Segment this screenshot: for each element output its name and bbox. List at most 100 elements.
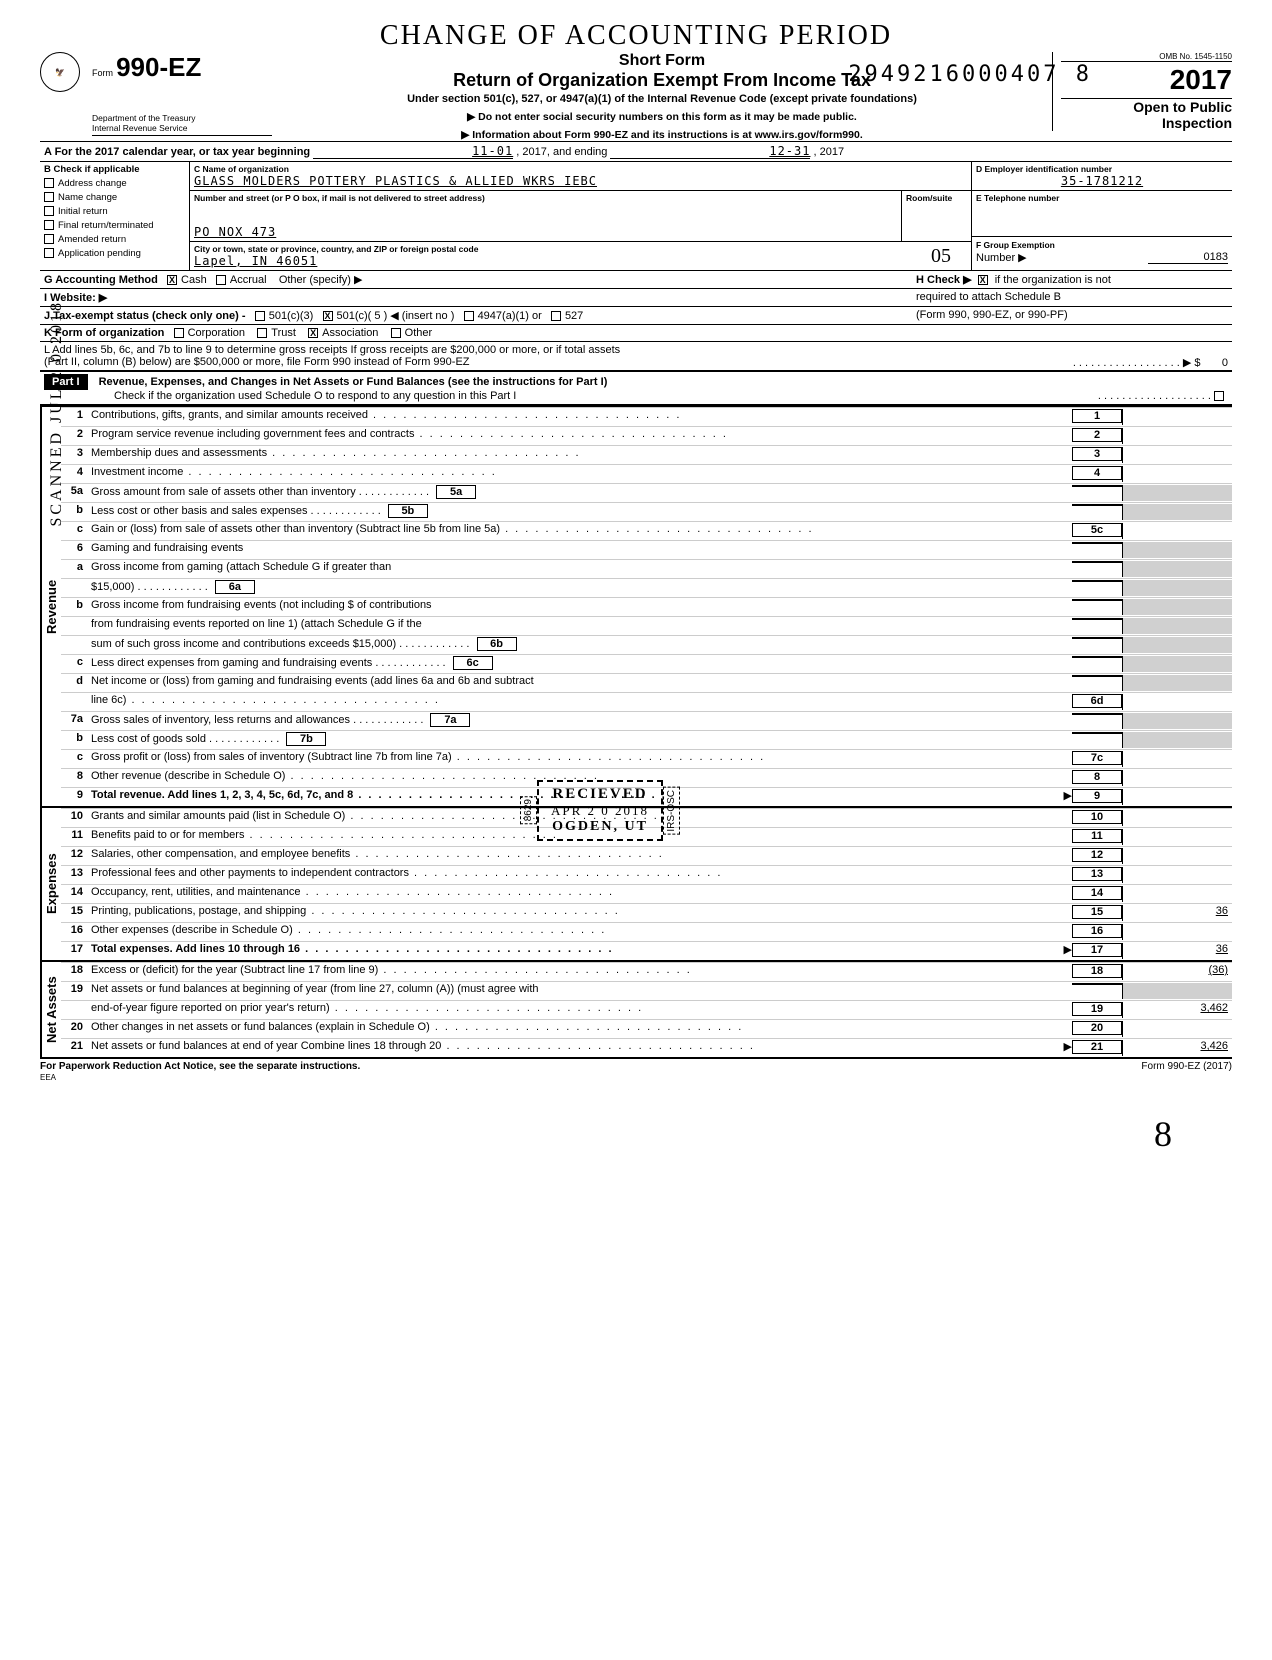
form-line: 17Total expenses. Add lines 10 through 1… (61, 941, 1232, 960)
line-box-number: 4 (1072, 466, 1122, 480)
line-amount (1122, 466, 1232, 482)
period-end: 12-31 (769, 144, 810, 158)
line-number: 12 (61, 848, 91, 860)
line-amount (1122, 713, 1232, 729)
form-line: bLess cost or other basis and sales expe… (61, 502, 1232, 521)
applicable-checkbox[interactable] (44, 206, 54, 216)
line-text: Gross income from gaming (attach Schedul… (91, 561, 1072, 573)
k-trust-checkbox[interactable] (257, 328, 267, 338)
j-label: J Tax-exempt status (check only one) - (44, 310, 246, 322)
line-number: 17 (61, 943, 91, 955)
form-line: 14Occupancy, rent, utilities, and mainte… (61, 884, 1232, 903)
mid-box: 7a (430, 713, 470, 727)
line-text: Gain or (loss) from sale of assets other… (91, 523, 1072, 535)
line-box-number: 10 (1072, 810, 1122, 824)
form-line: end-of-year figure reported on prior yea… (61, 1000, 1232, 1019)
line-amount (1122, 580, 1232, 596)
line-box-number: 17 (1072, 943, 1122, 957)
k-opt-1: Trust (271, 327, 296, 339)
form-line: bGross income from fundraising events (n… (61, 597, 1232, 616)
line-amount (1122, 637, 1232, 653)
h-check: H Check ▶ if the organization is not (912, 271, 1232, 288)
part1-check-o: Check if the organization used Schedule … (114, 390, 516, 402)
h-checkbox[interactable] (978, 275, 988, 285)
line-box-number: 20 (1072, 1021, 1122, 1035)
line-amount (1122, 983, 1232, 999)
arrow-icon: ▶ (1064, 1040, 1072, 1053)
line-amount (1122, 675, 1232, 691)
schedule-o-checkbox[interactable] (1214, 391, 1224, 401)
applicable-checkbox[interactable] (44, 248, 54, 258)
city: Lapel, IN 46051 (194, 254, 967, 268)
line-amount (1122, 848, 1232, 864)
k-opt-2: Association (322, 327, 378, 339)
cash-checkbox[interactable] (167, 275, 177, 285)
j-4947-checkbox[interactable] (464, 311, 474, 321)
line-number: 20 (61, 1021, 91, 1033)
line-box-number (1072, 561, 1122, 563)
k-assoc-checkbox[interactable] (308, 328, 318, 338)
line-g-h: G Accounting Method Cash Accrual Other (… (40, 270, 1232, 288)
line-box-number: 7c (1072, 751, 1122, 765)
line-text: $15,000) . . . . . . . . . . . . 6a (91, 580, 1072, 594)
line-number: 21 (61, 1040, 91, 1052)
line-box-number (1072, 542, 1122, 544)
checkbox-label: Amended return (58, 234, 126, 245)
line-box-number (1072, 656, 1122, 658)
form-line: 4Investment income4 (61, 464, 1232, 483)
form-number: 990-EZ (116, 52, 201, 82)
applicable-checkbox[interactable] (44, 220, 54, 230)
mid-box: 7b (286, 732, 326, 746)
line-text: Contributions, gifts, grants, and simila… (91, 409, 1072, 421)
line-amount (1122, 924, 1232, 940)
checkbox-label: Final return/terminated (58, 220, 154, 231)
j-opt-0: 501(c)(3) (269, 310, 314, 322)
form-line: aGross income from gaming (attach Schedu… (61, 559, 1232, 578)
line-amount (1122, 428, 1232, 444)
line-number: 9 (61, 789, 91, 801)
line-amount (1122, 618, 1232, 634)
form-line: 3Membership dues and assessments3 (61, 445, 1232, 464)
line-box-number (1072, 485, 1122, 487)
dept-line2: Internal Revenue Service (92, 123, 272, 133)
line-text: Less direct expenses from gaming and fun… (91, 656, 1072, 670)
form-line: from fundraising events reported on line… (61, 616, 1232, 635)
received-stamp: 8629 RECIEVED APR 2 0 2018 OGDEN, UT IRS… (520, 780, 680, 841)
k-opt-3: Other (405, 327, 433, 339)
line-text: Gross income from fundraising events (no… (91, 599, 1072, 611)
room-label: Room/suite (906, 193, 967, 203)
applicable-checkbox[interactable] (44, 178, 54, 188)
k-other-checkbox[interactable] (391, 328, 401, 338)
line-amount (1122, 1021, 1232, 1037)
line-amount (1122, 504, 1232, 520)
j-501c-checkbox[interactable] (323, 311, 333, 321)
group-number: 0183 (1148, 251, 1228, 264)
j-501c3-checkbox[interactable] (255, 311, 265, 321)
mid-box: 5a (436, 485, 476, 499)
arrow-line-1: ▶ Do not enter social security numbers o… (280, 111, 1044, 123)
form-line: 2Program service revenue including gover… (61, 426, 1232, 445)
form-line: sum of such gross income and contributio… (61, 635, 1232, 654)
form-line: bLess cost of goods sold . . . . . . . .… (61, 730, 1232, 749)
line-amount (1122, 867, 1232, 883)
line-text: Less cost or other basis and sales expen… (91, 504, 1072, 518)
form-line: 19Net assets or fund balances at beginni… (61, 981, 1232, 1000)
line-amount (1122, 656, 1232, 672)
j-527-checkbox[interactable] (551, 311, 561, 321)
line-box-number: 15 (1072, 905, 1122, 919)
line-text: Net assets or fund balances at beginning… (91, 983, 1072, 995)
mid-box: 6a (215, 580, 255, 594)
applicable-checkbox[interactable] (44, 192, 54, 202)
accrual-checkbox[interactable] (216, 275, 226, 285)
k-corp-checkbox[interactable] (174, 328, 184, 338)
line-text: Professional fees and other payments to … (91, 867, 1072, 879)
line-number: 14 (61, 886, 91, 898)
applicable-checkbox[interactable] (44, 234, 54, 244)
line-text: from fundraising events reported on line… (91, 618, 1072, 630)
line-number: 13 (61, 867, 91, 879)
mid-box: 5b (388, 504, 428, 518)
form-line: 15Printing, publications, postage, and s… (61, 903, 1232, 922)
line-text: Net income or (loss) from gaming and fun… (91, 675, 1072, 687)
footer-right: Form 990-EZ (2017) (1141, 1061, 1232, 1083)
part1-header: Part I Revenue, Expenses, and Changes in… (40, 370, 1232, 405)
